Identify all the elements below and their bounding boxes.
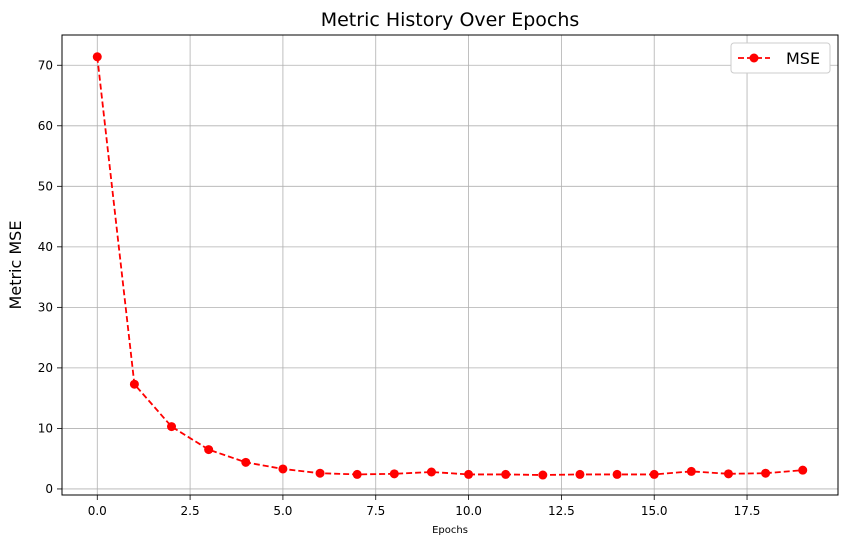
data-point <box>315 468 325 478</box>
y-tick-label: 0 <box>45 482 53 496</box>
data-point <box>501 469 511 479</box>
y-tick-label: 50 <box>38 179 53 193</box>
series-line-mse <box>96 56 803 476</box>
data-point <box>686 466 696 476</box>
data-point <box>426 467 436 477</box>
data-point <box>798 465 808 475</box>
data-point <box>352 469 362 479</box>
series-layer <box>92 52 808 480</box>
data-point <box>612 469 622 479</box>
data-point <box>538 470 548 480</box>
x-axis-label: Epochs <box>432 525 468 536</box>
x-tick-label: 17.5 <box>734 504 761 518</box>
legend-marker <box>749 53 759 63</box>
grid <box>62 35 838 495</box>
data-point <box>575 469 585 479</box>
y-tick-label: 60 <box>38 119 53 133</box>
data-point <box>278 464 288 474</box>
y-tick-label: 10 <box>38 421 53 435</box>
y-tick-label: 70 <box>38 58 53 72</box>
x-tick-label: 10.0 <box>455 504 482 518</box>
y-axis: 0 10 20 30 40 50 60 70 <box>38 58 62 496</box>
data-point <box>723 469 733 479</box>
data-point <box>761 468 771 478</box>
data-point <box>92 52 102 62</box>
x-tick-label: 7.5 <box>366 504 385 518</box>
data-point <box>167 422 177 432</box>
data-point <box>389 469 399 479</box>
x-tick-label: 2.5 <box>181 504 200 518</box>
legend-box <box>730 42 831 74</box>
data-point <box>204 445 214 455</box>
x-axis: 0.0 2.5 5.0 7.5 10.0 12.5 15.0 17.5 <box>88 495 761 518</box>
data-point <box>649 469 659 479</box>
x-tick-label: 5.0 <box>273 504 292 518</box>
y-axis-label: Metric MSE <box>6 221 25 310</box>
data-point <box>241 457 251 467</box>
plot-area <box>62 35 838 495</box>
x-tick-label: 0.0 <box>88 504 107 518</box>
x-tick-label: 15.0 <box>641 504 668 518</box>
y-tick-label: 40 <box>38 240 53 254</box>
legend-label-mse: MSE <box>786 49 820 68</box>
y-tick-label: 30 <box>38 300 53 314</box>
data-point <box>464 469 474 479</box>
plot-frame <box>61 34 839 496</box>
chart-title: Metric History Over Epochs <box>321 9 580 31</box>
legend: MSE <box>730 42 831 74</box>
data-point <box>129 379 139 389</box>
x-tick-label: 12.5 <box>548 504 575 518</box>
y-tick-label: 20 <box>38 361 53 375</box>
